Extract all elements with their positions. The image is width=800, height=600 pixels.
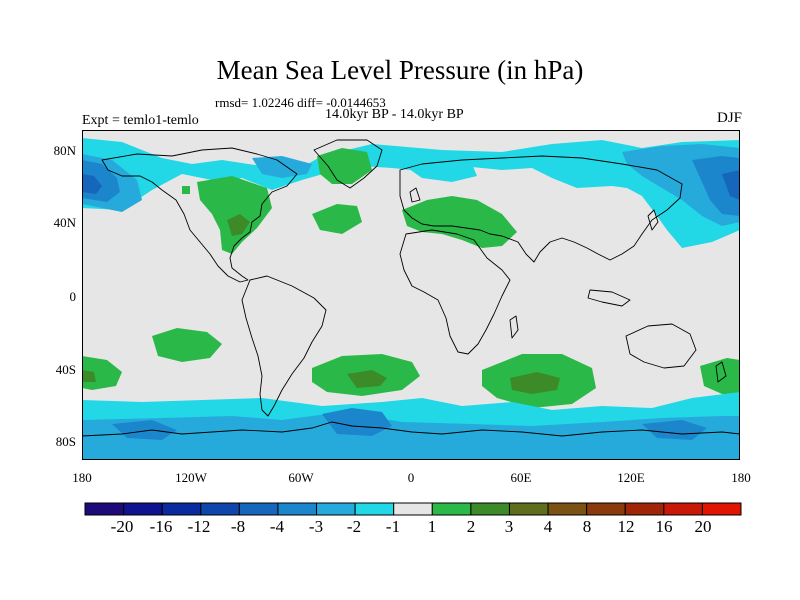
colorbar-swatch (123, 502, 163, 516)
anomaly-green-mid-atlantic (312, 204, 362, 234)
japan-outline (647, 209, 659, 231)
anomaly-darkgreen-southwest-edge (82, 370, 96, 382)
lat-label-40n: 40N (53, 215, 76, 230)
colorbar-swatch (624, 502, 665, 516)
anomaly-green-small-west (182, 186, 190, 194)
colorbar-label: -3 (308, 517, 324, 536)
lon-label-60w: 60W (288, 470, 314, 485)
colorbar-swatch (277, 502, 318, 516)
map-plot (82, 130, 740, 460)
lon-label-180w: 180 (72, 470, 92, 485)
anomaly-blue-pacific-west (692, 156, 740, 216)
colorbar-swatch (354, 502, 395, 516)
uk-outline (409, 187, 421, 203)
colorbar-swatch (663, 502, 703, 516)
lon-label-180e: 180 (731, 470, 751, 485)
experiment-label: Expt = temlo1-temlo (82, 113, 199, 128)
colorbar-label: -4 (269, 517, 285, 536)
anomaly-green-southeast-edge (700, 358, 740, 396)
lat-label-0: 0 (69, 289, 77, 304)
colorbar-label: -2 (346, 517, 362, 536)
north-america-outline (101, 147, 298, 283)
colorbar-swatch (161, 502, 202, 516)
anomaly-darkgreen-south-atlantic (347, 370, 387, 388)
australia-outline (625, 323, 697, 369)
colorbar-swatch (431, 502, 472, 516)
colorbar-swatch (200, 502, 240, 516)
anomaly-lightblue-antarctic (82, 412, 740, 460)
colorbar-label: -8 (230, 517, 246, 536)
anomaly-darkgreen-south-indian (510, 372, 560, 394)
europe-asia-outline (399, 155, 683, 263)
lat-label-80n: 80N (53, 143, 76, 158)
map-frame (82, 130, 740, 460)
colorbar-swatch (547, 502, 588, 516)
antarctica-coast (82, 421, 740, 437)
colorbar-swatch (316, 502, 356, 516)
colorbar-label: -1 (385, 517, 401, 536)
new-zealand-outline (715, 361, 727, 383)
anomaly-green-greenland (317, 148, 372, 184)
africa-outline (399, 229, 511, 355)
anomaly-green-europe-asia (402, 196, 517, 248)
anomaly-lightblue-atlantic (252, 156, 312, 178)
colorbar-label: 8 (582, 517, 592, 536)
lon-label-120w: 120W (175, 470, 207, 485)
period-text: 14.0kyr BP - 14.0kyr BP (325, 107, 464, 122)
colorbar-swatch (586, 502, 626, 516)
lon-label-60e: 60E (510, 470, 532, 485)
lon-label-0: 0 (407, 470, 415, 485)
colorbar-swatch (508, 502, 549, 516)
colorbar-label: 16 (655, 517, 673, 536)
lat-label-80s: 80S (55, 434, 76, 449)
lon-label-120e: 120E (617, 470, 645, 485)
anomaly-darkgreen-north-america (227, 214, 250, 236)
south-america-outline (241, 275, 327, 417)
indonesia-outline (587, 289, 631, 307)
anomaly-green-north-america (197, 176, 272, 254)
colorbar (84, 502, 742, 516)
anomaly-blue-ross (112, 420, 177, 440)
anomaly-darkblue-east (722, 170, 740, 200)
colorbar-label: -16 (149, 517, 173, 536)
colorbar-swatch (84, 502, 125, 516)
chart-title: Mean Sea Level Pressure (in hPa) (216, 55, 584, 85)
colorbar-label: 20 (694, 517, 712, 536)
anomaly-green-south-pacific (152, 328, 222, 362)
colorbar-label: -20 (110, 517, 134, 536)
anomaly-blue-indian-south (642, 420, 707, 440)
season-label: DJF (716, 110, 742, 126)
greenland-outline (313, 139, 383, 189)
colorbar-label: 4 (543, 517, 553, 536)
anomaly-darkblue-west (82, 174, 102, 194)
colorbar-swatch (238, 502, 279, 516)
anomaly-cyan-north-atlantic (82, 138, 740, 248)
colorbar-label: 1 (427, 517, 437, 536)
stats-text: rmsd= 1.02246 diff= -0.0144653 (215, 95, 386, 110)
colorbar-swatch (470, 502, 510, 516)
anomaly-blue-weddell (322, 408, 392, 436)
colorbar-label: -12 (187, 517, 211, 536)
colorbar-swatch (701, 502, 742, 516)
colorbar-label: 12 (617, 517, 635, 536)
colorbar-swatch (393, 502, 433, 516)
madagascar-outline (509, 315, 519, 339)
colorbar-label: 2 (466, 517, 476, 536)
lat-label-40s: 40S (55, 362, 76, 377)
colorbar-label: 3 (504, 517, 514, 536)
